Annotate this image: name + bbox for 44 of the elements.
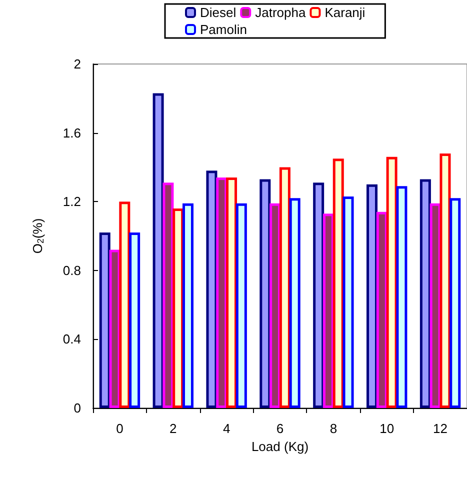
bar — [216, 178, 228, 408]
bar — [226, 178, 238, 408]
x-tick-label: 2 — [170, 421, 177, 436]
legend-label: Karanji — [324, 5, 366, 20]
y-tick-label: 1.2 — [62, 194, 81, 210]
y-tick-label: 0.4 — [62, 332, 81, 347]
bar — [152, 93, 164, 408]
bar — [420, 179, 431, 408]
bar — [440, 153, 451, 408]
bar — [376, 212, 388, 408]
x-tick-label: 0 — [116, 421, 124, 436]
x-tick-label: 8 — [330, 421, 338, 436]
x-tick-label: 12 — [433, 421, 448, 436]
x-tick-label: 10 — [380, 421, 394, 436]
bar — [206, 170, 218, 408]
bar — [182, 203, 194, 408]
x-tick-label: 6 — [276, 421, 284, 436]
bar — [260, 179, 271, 408]
x-axis-title: Load (Kg) — [251, 438, 309, 454]
bar — [99, 232, 110, 408]
bar — [332, 158, 344, 408]
bar — [270, 203, 281, 408]
y-tick-label: 0 — [74, 400, 81, 416]
x-tick-label: 4 — [222, 421, 230, 436]
bar — [313, 182, 324, 408]
y-tick-label: 2 — [74, 56, 81, 72]
bar — [342, 196, 354, 408]
legend-label: Jatropha — [255, 5, 306, 20]
bar — [172, 208, 184, 408]
bar — [129, 232, 140, 408]
bar — [450, 198, 461, 408]
bar — [366, 184, 378, 408]
legend-label: Diesel — [200, 5, 236, 20]
bar — [236, 203, 247, 408]
bar — [289, 198, 300, 408]
y-axis-title: O2(%) — [30, 218, 46, 254]
y-tick-label: 0.8 — [62, 262, 81, 278]
bar — [279, 167, 290, 408]
bar — [119, 202, 130, 408]
bar — [162, 182, 174, 408]
legend-label: Pamolin — [200, 22, 247, 37]
bar — [322, 214, 334, 408]
y-tick-label: 1.6 — [62, 125, 81, 140]
bar — [396, 186, 408, 408]
